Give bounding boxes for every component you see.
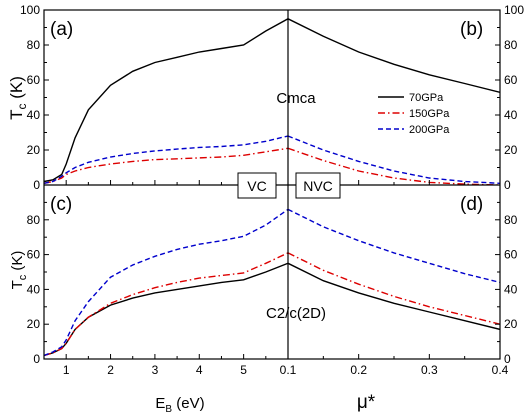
y-tick-label-c: 0 bbox=[33, 352, 40, 366]
x-axis-title-right: μ* bbox=[357, 392, 376, 413]
panel-d: 0 20 40 60 80 0.1 0.2 0.3 0.4 (d) C2/c(2D) bbox=[266, 184, 518, 377]
panel-label-b: (b) bbox=[460, 19, 483, 40]
panel-a: 0 20 40 60 80 100 (a) Cmca bbox=[20, 3, 316, 192]
y-tick-label-c: 20 bbox=[27, 317, 41, 331]
y-axis-title-bottom: Tc (K) bbox=[9, 251, 29, 290]
legend-label-150gpa: 150GPa bbox=[409, 108, 450, 120]
y-tick-label-c: 40 bbox=[27, 282, 41, 296]
x-tick-label-d: 0.1 bbox=[280, 363, 297, 377]
series-line-d-200gpa bbox=[288, 208, 500, 284]
series-line-c-150gpa bbox=[44, 252, 288, 357]
y-tick-label-b: 100 bbox=[504, 3, 524, 17]
series-line-b-70gpa bbox=[288, 18, 500, 93]
y-tick-label-a: 0 bbox=[33, 178, 40, 192]
box-label-vc: VC bbox=[237, 172, 277, 199]
box-label-text-nvc: NVC bbox=[303, 178, 333, 194]
y-tick-label-c: 60 bbox=[27, 248, 41, 262]
y-tick-label-b: 80 bbox=[504, 38, 518, 52]
plot-area: 020406080100(a)Cmca020406080100(b)70GPa1… bbox=[20, 3, 524, 377]
panel-label-c: (c) bbox=[50, 194, 72, 215]
x-tick-label-d: 0.3 bbox=[421, 363, 438, 377]
y-tick-label-d: 0 bbox=[504, 352, 511, 366]
x-axis-title-left: EB (eV) bbox=[155, 395, 204, 415]
series-line-c-200gpa bbox=[44, 208, 288, 357]
x-tick-label-d: 0.2 bbox=[350, 363, 367, 377]
box-label-nvc: NVC bbox=[295, 172, 341, 199]
x-tick-label-c: 4 bbox=[196, 363, 203, 377]
box-label-text-vc: VC bbox=[247, 178, 266, 194]
legend-label-70gpa: 70GPa bbox=[409, 92, 444, 104]
y-tick-label-a: 100 bbox=[20, 3, 40, 17]
legend: 70GPa 150GPa 200GPa bbox=[378, 92, 450, 136]
series-line-c-70gpa bbox=[44, 262, 288, 357]
x-tick-label-c: 3 bbox=[152, 363, 159, 377]
y-tick-label-b: 40 bbox=[504, 108, 518, 122]
series-line-a-70gpa bbox=[44, 18, 288, 183]
x-tick-label-c: 5 bbox=[240, 363, 247, 377]
series-line-d-70gpa bbox=[288, 262, 500, 331]
y-tick-label-a: 80 bbox=[27, 38, 41, 52]
panel-c: 0 20 40 60 80 1 2 3 4 5 (c) bbox=[27, 184, 288, 377]
y-tick-label-d: 80 bbox=[504, 213, 518, 227]
series-line-d-150gpa bbox=[288, 252, 500, 325]
y-tick-label-b: 60 bbox=[504, 73, 518, 87]
x-tick-label-d: 0.4 bbox=[492, 363, 509, 377]
y-tick-label-b: 20 bbox=[504, 143, 518, 157]
y-axis-title-top: Tc (K) bbox=[7, 76, 29, 120]
panel-label-d: (d) bbox=[460, 194, 483, 215]
structure-label-d: C2/c(2D) bbox=[266, 305, 326, 322]
panel-b: 0 20 40 60 80 100 (b) 70GPa 150GPa 200GPa bbox=[287, 3, 524, 192]
x-tick-label-c: 1 bbox=[63, 363, 70, 377]
series-line-a-150gpa bbox=[44, 147, 288, 184]
y-tick-label-d: 60 bbox=[504, 248, 518, 262]
y-tick-label-c: 80 bbox=[27, 213, 41, 227]
y-tick-label-a: 40 bbox=[27, 108, 41, 122]
y-tick-label-d: 20 bbox=[504, 317, 518, 331]
y-tick-label-d: 40 bbox=[504, 282, 518, 296]
structure-label-a: Cmca bbox=[276, 90, 316, 107]
panel-label-a: (a) bbox=[50, 19, 73, 40]
y-tick-label-a: 60 bbox=[27, 73, 41, 87]
y-tick-label-b: 0 bbox=[504, 178, 511, 192]
legend-label-200gpa: 200GPa bbox=[409, 124, 450, 136]
x-tick-label-c: 2 bbox=[107, 363, 114, 377]
y-tick-label-a: 20 bbox=[27, 143, 41, 157]
